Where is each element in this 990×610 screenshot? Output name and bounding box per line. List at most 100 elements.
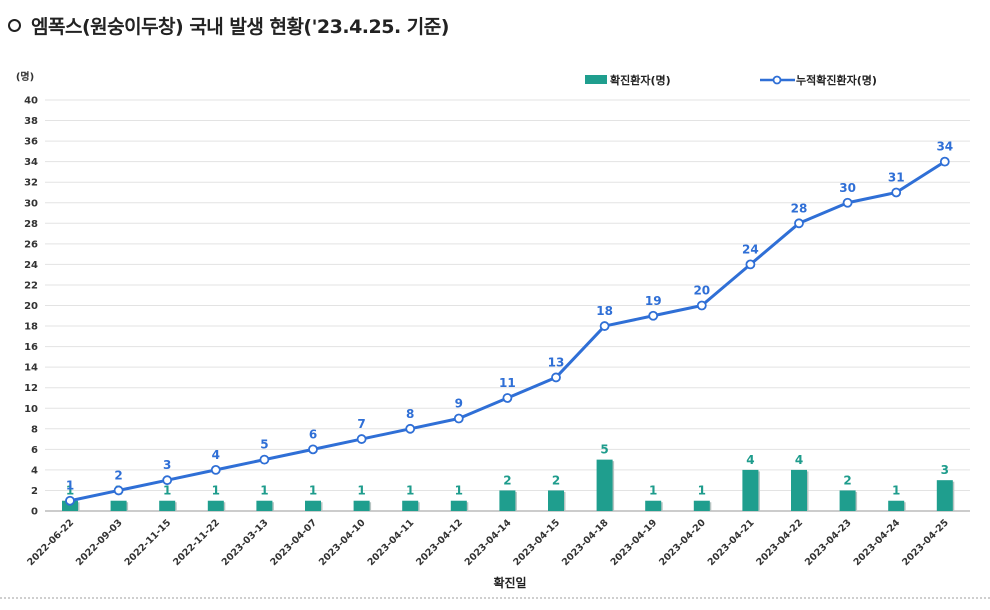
x-tick-label: 2022-11-15: [123, 517, 174, 568]
bar-confirmed: [645, 500, 662, 511]
bar-confirmed: [62, 500, 78, 511]
line-data-label: 7: [357, 417, 365, 431]
line-data-label: 28: [791, 201, 808, 215]
bar-data-label: 1: [455, 484, 463, 498]
x-tick-label: 2023-04-12: [414, 517, 465, 568]
cumulative-point: [794, 218, 804, 229]
cumulative-point: [113, 485, 124, 496]
x-tick-label: 2023-04-25: [900, 517, 951, 568]
cumulative-point: [356, 434, 367, 444]
y-tick-label: 18: [24, 322, 38, 333]
bar-data-label: 1: [892, 484, 900, 498]
y-tick-label: 0: [31, 507, 38, 518]
bar-data-label: 5: [600, 443, 608, 457]
cumulative-point: [405, 423, 416, 434]
bar-data-label: 4: [795, 453, 803, 467]
y-tick-label: 22: [24, 280, 38, 291]
line-data-label: 1: [66, 479, 74, 493]
x-tick-label: 2023-04-11: [366, 517, 417, 568]
x-tick-label: 2023-04-14: [463, 517, 514, 568]
chart-title-row: 엠폭스(원숭이두창) 국내 발생 현황('23.4.25. 기준): [8, 10, 449, 40]
bar-confirmed: [693, 500, 710, 511]
bar-confirmed: [936, 480, 953, 511]
cumulative-point: [162, 475, 173, 486]
bar-confirmed: [791, 469, 807, 511]
x-tick-label: 2023-03-13: [220, 517, 271, 568]
y-tick-label: 24: [24, 260, 38, 271]
x-tick-label: 2022-09-03: [74, 517, 125, 568]
bar-confirmed: [353, 500, 370, 511]
line-data-label: 3: [163, 458, 171, 472]
bar-data-label: 4: [746, 453, 754, 467]
line-data-label: 6: [309, 427, 317, 441]
x-tick-label: 2023-04-24: [852, 517, 903, 568]
cumulative-line: [69, 160, 946, 503]
x-tick-label: 2023-04-10: [317, 517, 368, 568]
line-data-label: 8: [406, 407, 414, 421]
bar-confirmed: [450, 500, 467, 511]
line-data-label: 34: [936, 140, 953, 154]
x-tick-label: 2022-11-22: [171, 517, 222, 568]
y-tick-label: 40: [24, 96, 38, 107]
bar-confirmed: [402, 500, 419, 511]
cumulative-point: [65, 495, 75, 506]
line-data-label: 13: [548, 355, 565, 369]
x-axis-label: 확진일: [493, 575, 526, 590]
bar-data-label: 1: [406, 484, 414, 498]
legend-label-bar: 확진환자(명): [610, 73, 671, 87]
x-tick-label: 2023-04-22: [754, 517, 805, 568]
y-tick-label: 26: [24, 239, 38, 250]
cumulative-point: [551, 372, 561, 383]
cumulative-point: [210, 464, 221, 475]
bar-data-label: 3: [941, 463, 949, 477]
line-data-label: 11: [499, 376, 516, 390]
x-tick-label: 2023-04-20: [657, 517, 708, 568]
bar-confirmed: [839, 490, 856, 511]
x-tick-label: 2023-04-21: [706, 517, 757, 568]
y-tick-label: 34: [24, 157, 38, 168]
line-data-label: 9: [455, 397, 463, 411]
bar-confirmed: [305, 500, 321, 511]
x-tick-label: 2023-04-19: [609, 517, 660, 568]
cumulative-point: [308, 444, 318, 455]
x-tick-label: 2023-04-23: [803, 517, 854, 568]
x-tick-label: 2023-04-18: [560, 517, 611, 568]
bottom-dotted-divider: [0, 597, 990, 599]
chart-title: 엠폭스(원숭이두창) 국내 발생 현황('23.4.25. 기준): [31, 15, 449, 38]
bar-confirmed: [548, 490, 564, 511]
bar-data-label: 1: [212, 484, 220, 498]
line-data-label: 18: [596, 304, 613, 318]
y-tick-label: 14: [24, 363, 38, 374]
y-tick-label: 20: [24, 301, 38, 312]
line-data-label: 31: [888, 170, 905, 184]
title-bullet-icon: [8, 18, 21, 32]
bar-data-label: 1: [163, 484, 171, 498]
line-data-label: 30: [839, 181, 856, 195]
line-data-label: 24: [742, 242, 759, 256]
x-tick-label: 2023-04-07: [268, 517, 319, 568]
legend-swatch-bar: [585, 75, 607, 84]
y-tick-label: 10: [24, 404, 38, 415]
bar-data-label: 2: [552, 473, 560, 487]
bar-data-label: 1: [357, 484, 365, 498]
y-tick-label: 6: [31, 445, 38, 456]
bar-confirmed: [596, 459, 613, 511]
line-data-label: 5: [260, 438, 268, 452]
line-data-label: 2: [114, 468, 122, 482]
line-data-label: 20: [693, 284, 710, 298]
bar-data-label: 1: [260, 484, 268, 498]
bar-confirmed: [207, 500, 224, 511]
bar-data-label: 1: [698, 484, 706, 498]
y-tick-label: 30: [24, 198, 38, 209]
cumulative-point: [599, 321, 610, 331]
legend-label-line: 누적확진환자(명): [796, 73, 877, 87]
y-tick-label: 28: [24, 219, 38, 230]
bar-confirmed: [159, 500, 176, 511]
cumulative-point: [842, 197, 853, 208]
y-tick-label: 38: [24, 116, 38, 127]
bar-data-label: 2: [843, 473, 851, 487]
cumulative-point: [696, 300, 707, 311]
x-tick-label: 2023-04-15: [511, 517, 562, 568]
y-tick-label: 32: [24, 178, 38, 189]
